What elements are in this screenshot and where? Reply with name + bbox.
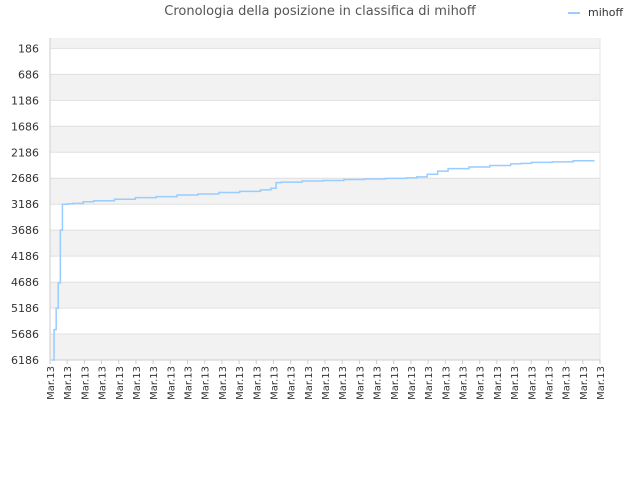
legend-label-mihoff: mihoff	[588, 6, 624, 19]
y-tick-label: 1186	[11, 94, 39, 107]
x-tick-label: Mar.13	[80, 366, 91, 400]
x-tick-label: Mar.13	[459, 366, 470, 400]
x-tick-label: Mar.13	[46, 366, 57, 400]
x-tick-label: Mar.13	[544, 366, 555, 400]
grid-band	[50, 204, 600, 231]
x-tick-label: Mar.13	[527, 366, 538, 400]
x-tick-label: Mar.13	[476, 366, 487, 400]
y-tick-label: 686	[18, 68, 39, 81]
x-tick-label: Mar.13	[166, 366, 177, 400]
grid-band	[50, 38, 600, 49]
x-tick-label: Mar.13	[115, 366, 126, 400]
x-tick-label: Mar.13	[338, 366, 349, 400]
legend-swatch-mihoff	[568, 11, 580, 14]
x-tick-label: Mar.13	[441, 366, 452, 400]
chart-title: Cronologia della posizione in classifica…	[164, 4, 476, 19]
y-tick-label: 2186	[11, 146, 39, 159]
x-tick-label: Mar.13	[252, 366, 263, 400]
grid-band	[50, 178, 600, 205]
y-tick-label: 5186	[11, 302, 39, 315]
x-tick-label: Mar.13	[218, 366, 229, 400]
x-tick-label: Mar.13	[184, 366, 195, 400]
x-tick-label: Mar.13	[149, 366, 160, 400]
grid-band	[50, 308, 600, 335]
y-tick-label: 5686	[11, 328, 39, 341]
grid-band	[50, 282, 600, 309]
y-tick-label: 3186	[11, 198, 39, 211]
x-tick-label: Mar.13	[562, 366, 573, 400]
y-tick-label: 186	[18, 42, 39, 55]
grid-band	[50, 48, 600, 75]
grid-band	[50, 334, 600, 360]
grid-band	[50, 230, 600, 257]
x-tick-label: Mar.13	[235, 366, 246, 400]
x-tick-label: Mar.13	[596, 366, 607, 400]
x-tick-label: Mar.13	[201, 366, 212, 400]
grid-band	[50, 100, 600, 127]
legend[interactable]: mihoff	[568, 6, 623, 19]
series-line-mihoff	[52, 160, 595, 361]
x-tick-label: Mar.13	[304, 366, 315, 400]
grid-band	[50, 256, 600, 283]
x-tick-label: Mar.13	[269, 366, 280, 400]
x-tick-label: Mar.13	[373, 366, 384, 400]
x-tick-label: Mar.13	[510, 366, 521, 400]
grid-band	[50, 126, 600, 153]
grid-band	[50, 74, 600, 101]
y-tick-label: 4186	[11, 250, 39, 263]
x-tick-label: Mar.13	[132, 366, 143, 400]
x-tick-label: Mar.13	[407, 366, 418, 400]
y-tick-label: 6186	[11, 354, 39, 367]
x-tick-label: Mar.13	[355, 366, 366, 400]
y-tick-label: 2686	[11, 172, 39, 185]
x-tick-label: Mar.13	[493, 366, 504, 400]
x-tick-label: Mar.13	[63, 366, 74, 400]
x-tick-label: Mar.13	[287, 366, 298, 400]
x-tick-label: Mar.13	[98, 366, 109, 400]
x-tick-label: Mar.13	[390, 366, 401, 400]
grid-band	[50, 152, 600, 179]
y-tick-label: 1686	[11, 120, 39, 133]
x-tick-label: Mar.13	[424, 366, 435, 400]
y-tick-label: 4686	[11, 276, 39, 289]
y-tick-label: 3686	[11, 224, 39, 237]
x-tick-label: Mar.13	[321, 366, 332, 400]
x-tick-label: Mar.13	[579, 366, 590, 400]
